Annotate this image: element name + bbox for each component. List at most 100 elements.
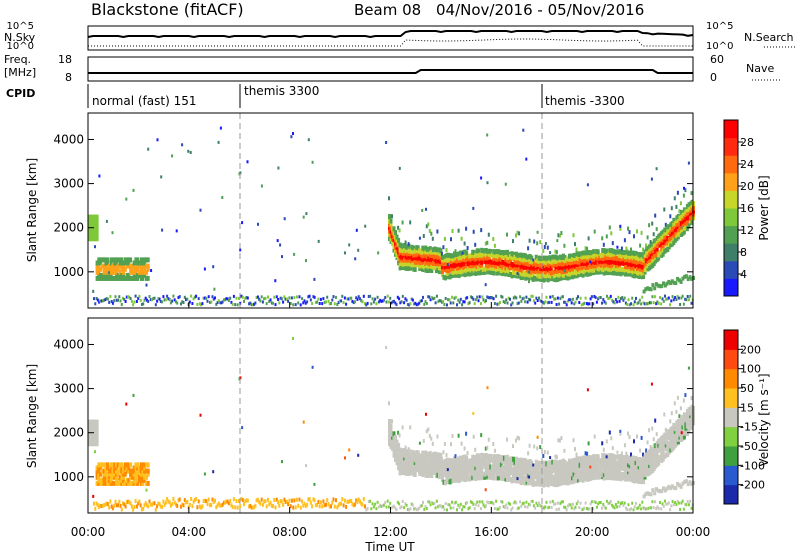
heatmap-cell <box>326 498 329 502</box>
heatmap-cell <box>125 480 129 486</box>
heatmap-cell <box>353 502 356 507</box>
x-tick-label: 12:00 <box>373 525 408 539</box>
heatmap-cell <box>163 298 166 302</box>
heatmap-cell <box>115 257 118 263</box>
heatmap-cell <box>129 462 133 468</box>
heatmap-cell <box>564 472 568 478</box>
heatmap-cell <box>627 226 629 231</box>
heatmap-cell <box>486 295 489 299</box>
nsearch-tick-bottom: 10^0 <box>706 41 733 52</box>
heatmap-cell <box>564 505 567 509</box>
heatmap-cell <box>572 233 575 238</box>
heatmap-cell <box>224 500 227 505</box>
heatmap-cell <box>143 465 147 471</box>
nsky-label: N.Sky <box>4 31 36 44</box>
heatmap-cell <box>602 242 605 247</box>
heatmap-cell <box>642 452 645 457</box>
heatmap-cell <box>574 242 576 247</box>
heatmap-cell <box>515 233 517 238</box>
heatmap-cell <box>439 504 442 508</box>
heatmap-cell <box>95 260 99 266</box>
heatmap-cell <box>97 477 101 483</box>
heatmap-cell <box>132 263 136 269</box>
heatmap-cell <box>149 298 152 302</box>
heatmap-cell <box>563 243 566 248</box>
heatmap-cell <box>486 240 489 245</box>
heatmap-cell <box>577 464 580 470</box>
heatmap-cell <box>446 468 449 472</box>
heatmap-cell <box>118 499 121 504</box>
heatmap-cell <box>670 484 674 489</box>
heatmap-cell <box>686 295 689 298</box>
heatmap-cell <box>456 258 459 264</box>
heatmap-cell <box>274 279 277 283</box>
heatmap-cell <box>141 263 145 269</box>
heatmap-cell <box>305 464 307 468</box>
heatmap-cell <box>673 435 677 441</box>
heatmap-cell <box>137 477 141 483</box>
heatmap-cell <box>234 505 237 510</box>
heatmap-cell <box>107 468 111 474</box>
heatmap-cell <box>109 462 113 468</box>
heatmap-cell <box>436 229 439 234</box>
heatmap-cell <box>256 497 259 502</box>
heatmap-cell <box>528 459 532 464</box>
heatmap-cell <box>235 296 238 300</box>
heatmap-cell <box>196 505 199 510</box>
heatmap-cell <box>623 443 626 448</box>
heatmap-cell <box>451 256 455 262</box>
heatmap-cell <box>395 303 398 307</box>
heatmap-cell <box>122 266 125 272</box>
heatmap-cell <box>687 161 690 165</box>
heatmap-cell <box>141 269 145 275</box>
heatmap-cell <box>336 505 339 510</box>
heatmap-cell <box>191 504 194 509</box>
heatmap-cell <box>139 269 143 275</box>
heatmap-cell <box>583 506 586 510</box>
heatmap-cell <box>638 298 641 302</box>
heatmap-cell <box>534 506 537 510</box>
heatmap-cell <box>254 301 257 305</box>
heatmap-cell <box>97 468 101 474</box>
heatmap-cell <box>263 297 266 301</box>
heatmap-cell <box>181 143 184 147</box>
heatmap-cell <box>516 477 519 481</box>
heatmap-cell <box>536 435 539 439</box>
heatmap-cell <box>411 298 414 302</box>
heatmap-cell <box>157 501 160 506</box>
heatmap-cell <box>439 453 443 459</box>
heatmap-cell <box>244 499 247 504</box>
heatmap-cell <box>364 224 367 228</box>
colorbar-swatch <box>724 278 738 297</box>
heatmap-cell <box>631 460 635 466</box>
colorbar-tick-label: 20 <box>740 180 754 193</box>
heatmap-cell <box>662 504 665 508</box>
heatmap-cell <box>296 295 298 299</box>
heatmap-cell <box>516 471 520 477</box>
heatmap-cell <box>555 250 558 255</box>
heatmap-cell <box>185 298 188 302</box>
heatmap-cell <box>146 468 150 474</box>
heatmap-cell <box>480 464 484 470</box>
heatmap-cell <box>314 503 317 508</box>
heatmap-cell <box>486 445 489 450</box>
heatmap-cell <box>147 147 150 151</box>
heatmap-cell <box>120 272 124 278</box>
heatmap-cell <box>272 504 274 509</box>
heatmap-cell <box>186 499 189 504</box>
heatmap-cell <box>649 257 653 263</box>
heatmap-cell <box>679 508 682 511</box>
heatmap-cell <box>652 232 655 237</box>
heatmap-cell <box>302 215 305 219</box>
heatmap-cell <box>611 262 615 268</box>
heatmap-cell <box>106 257 110 263</box>
heatmap-cell <box>578 506 581 509</box>
heatmap-cell <box>312 497 315 502</box>
heatmap-cell <box>649 462 653 468</box>
heatmap-cell <box>417 302 419 306</box>
heatmap-cell <box>391 445 394 451</box>
heatmap-cell <box>136 477 140 483</box>
heatmap-cell <box>418 441 421 445</box>
heatmap-cell <box>384 501 387 505</box>
heatmap-cell <box>497 507 500 511</box>
